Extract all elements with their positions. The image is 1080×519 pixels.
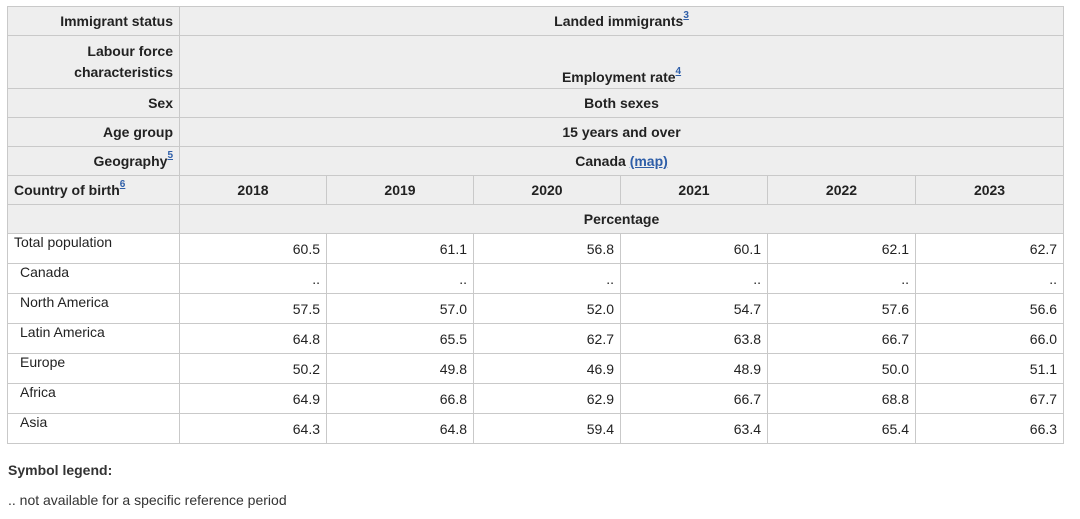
- unit-stub-empty: [7, 204, 180, 234]
- header-row-geography: Geography5 Canada (map): [7, 146, 1065, 176]
- table-cell: ..: [179, 263, 327, 294]
- row-label: North America: [7, 293, 180, 324]
- table-cell: 50.0: [767, 353, 916, 384]
- table-cell: 60.1: [620, 233, 768, 264]
- age-label: Age group: [7, 117, 180, 147]
- geography-value-cell: Canada (map): [178, 146, 1065, 176]
- row-label: Canada: [7, 263, 180, 294]
- table-row: Africa 64.9 66.8 62.9 66.7 68.8 67.7: [7, 383, 1065, 414]
- labour-text: Employment rate: [561, 69, 676, 85]
- table-cell: ..: [914, 263, 1065, 294]
- legend-item: .. not available for a specific referenc…: [8, 492, 287, 508]
- table-cell: 51.1: [914, 353, 1065, 384]
- table-cell: 49.8: [326, 353, 474, 384]
- row-label: Europe: [7, 353, 180, 384]
- table-cell: 64.8: [179, 323, 327, 354]
- table-cell: 62.7: [473, 323, 621, 354]
- table-cell: 61.1: [326, 233, 474, 264]
- year-header: 2023: [914, 175, 1065, 205]
- map-link[interactable]: (map): [629, 153, 668, 169]
- footnote-4-link[interactable]: 4: [675, 66, 682, 77]
- table-cell: ..: [767, 263, 916, 294]
- geography-label-cell: Geography5: [7, 146, 180, 176]
- table-cell: 56.6: [914, 293, 1065, 324]
- header-row-age: Age group 15 years and over: [7, 117, 1065, 147]
- row-label: Asia: [7, 413, 180, 444]
- table-cell: 62.7: [914, 233, 1065, 264]
- table-cell: ..: [326, 263, 474, 294]
- table-cell: 46.9: [473, 353, 621, 384]
- table-cell: 57.0: [326, 293, 474, 324]
- legend-title: Symbol legend:: [8, 462, 113, 478]
- table-cell: 50.2: [179, 353, 327, 384]
- table-cell: 62.9: [473, 383, 621, 414]
- geography-label: Geography: [93, 153, 168, 169]
- table-row: Total population 60.5 61.1 56.8 60.1 62.…: [7, 233, 1065, 264]
- table-cell: ..: [473, 263, 621, 294]
- table-row: Canada .. .. .. .. .. ..: [7, 263, 1065, 294]
- table-cell: 66.7: [620, 383, 768, 414]
- table-cell: 68.8: [767, 383, 916, 414]
- footnote-3-link[interactable]: 3: [683, 10, 689, 21]
- table-cell: 65.4: [767, 413, 916, 444]
- table-row: North America 57.5 57.0 52.0 54.7 57.6 5…: [7, 293, 1065, 324]
- year-header: 2021: [620, 175, 768, 205]
- table-cell: 66.0: [914, 323, 1065, 354]
- age-value: 15 years and over: [178, 117, 1065, 147]
- table-row: Europe 50.2 49.8 46.9 48.9 50.0 51.1: [7, 353, 1065, 384]
- immigrant-status-label: Immigrant status: [7, 6, 180, 36]
- table-cell: 57.5: [179, 293, 327, 324]
- table-cell: 63.4: [620, 413, 768, 444]
- table-row: Latin America 64.8 65.5 62.7 63.8 66.7 6…: [7, 323, 1065, 354]
- legend-text: not available for a specific reference p…: [19, 492, 287, 508]
- footnote-6-link[interactable]: 6: [119, 179, 126, 190]
- row-label: Total population: [7, 233, 180, 264]
- year-header: 2018: [179, 175, 327, 205]
- labour-value: Employment rate4: [178, 35, 1065, 89]
- table-cell: 48.9: [620, 353, 768, 384]
- country-of-birth-header: Country of birth6: [7, 175, 180, 205]
- immigrant-status-value: Landed immigrants3: [178, 6, 1065, 36]
- table-cell: 59.4: [473, 413, 621, 444]
- header-row-unit: Percentage: [7, 204, 1065, 234]
- year-header: 2019: [326, 175, 474, 205]
- table-cell: 54.7: [620, 293, 768, 324]
- table-cell: 60.5: [179, 233, 327, 264]
- symbol-legend: Symbol legend: .. not available for a sp…: [8, 462, 287, 508]
- table-cell: 65.5: [326, 323, 474, 354]
- footnote-5-link[interactable]: 5: [167, 150, 173, 161]
- table-cell: ..: [620, 263, 768, 294]
- table-cell: 57.6: [767, 293, 916, 324]
- geography-value: Canada: [575, 153, 626, 169]
- table-cell: 63.8: [620, 323, 768, 354]
- table-row: Asia 64.3 64.8 59.4 63.4 65.4 66.3: [7, 413, 1065, 444]
- data-table: Immigrant status Landed immigrants3 Labo…: [7, 6, 1065, 444]
- table-cell: 64.8: [326, 413, 474, 444]
- year-header: 2020: [473, 175, 621, 205]
- country-of-birth-label: Country of birth: [14, 182, 120, 198]
- immigrant-status-text: Landed immigrants: [554, 13, 684, 29]
- header-row-immigrant-status: Immigrant status Landed immigrants3: [7, 6, 1065, 36]
- header-row-sex: Sex Both sexes: [7, 88, 1065, 118]
- header-row-labour: Labour force characteristics Employment …: [7, 35, 1065, 89]
- unit-label: Percentage: [178, 204, 1065, 234]
- sex-label: Sex: [7, 88, 180, 118]
- legend-symbol: ..: [8, 492, 16, 508]
- table-cell: 66.7: [767, 323, 916, 354]
- table-cell: 66.3: [914, 413, 1065, 444]
- row-label: Latin America: [7, 323, 180, 354]
- table-cell: 62.1: [767, 233, 916, 264]
- labour-label: Labour force characteristics: [7, 35, 180, 89]
- table-cell: 56.8: [473, 233, 621, 264]
- table-cell: 64.9: [179, 383, 327, 414]
- year-header: 2022: [767, 175, 916, 205]
- table-cell: 67.7: [914, 383, 1065, 414]
- header-row-years: Country of birth6 2018 2019 2020 2021 20…: [7, 175, 1065, 205]
- row-label: Africa: [7, 383, 180, 414]
- table-cell: 52.0: [473, 293, 621, 324]
- sex-value: Both sexes: [178, 88, 1065, 118]
- table-cell: 66.8: [326, 383, 474, 414]
- table-cell: 64.3: [179, 413, 327, 444]
